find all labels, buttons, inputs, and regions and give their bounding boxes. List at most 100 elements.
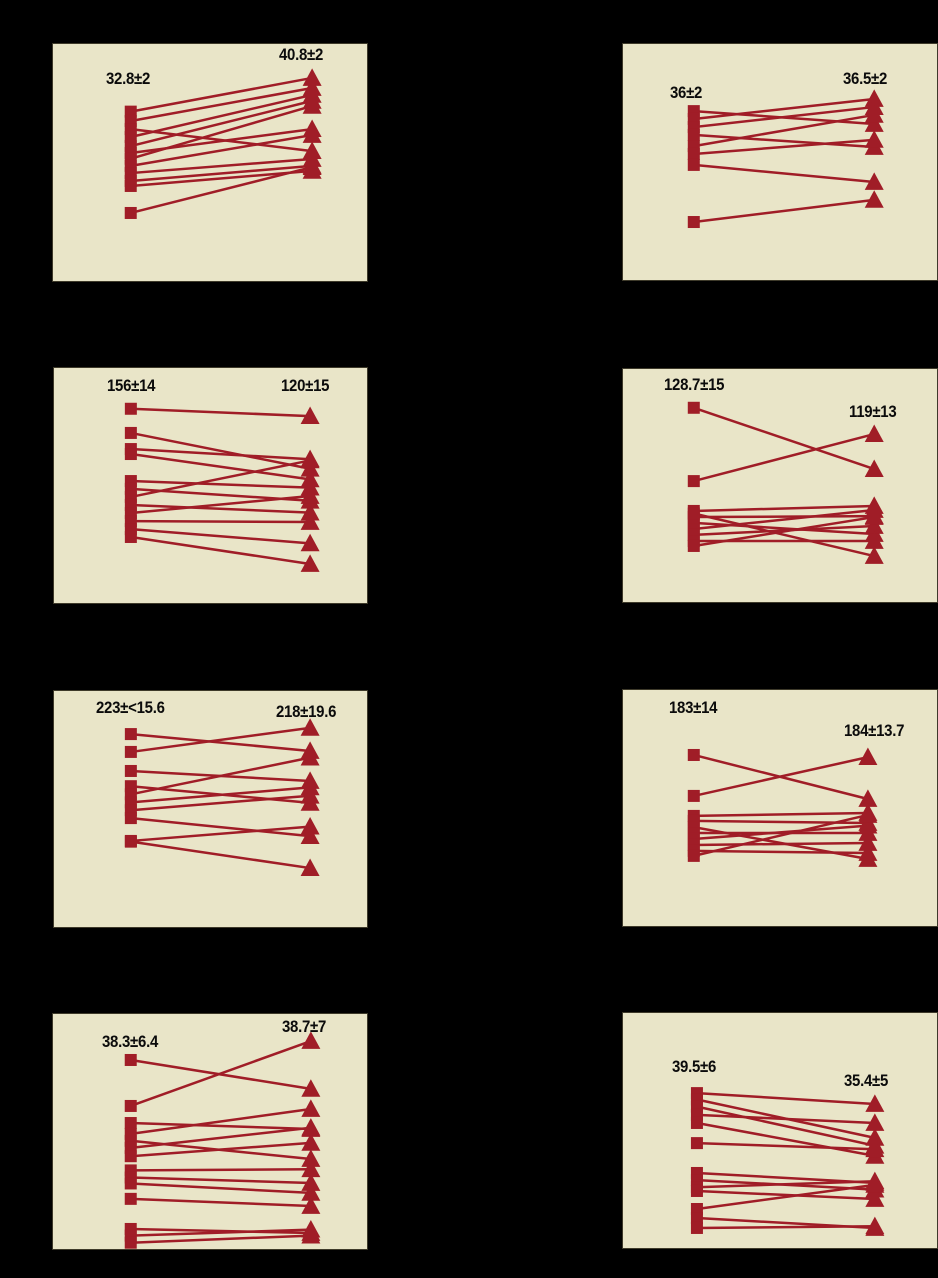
post-marker-triangle: [300, 826, 320, 845]
pair-connector-line: [130, 164, 313, 183]
pair-connector-line: [130, 133, 313, 168]
pre-marker-square: [690, 1184, 703, 1197]
pair-connector-line: [693, 811, 868, 818]
panel-4-left-mean-label: 128.7±15: [663, 374, 724, 394]
post-marker-triangle: [864, 105, 884, 123]
pair-connector-line: [130, 76, 313, 113]
pre-marker-square: [124, 812, 137, 825]
pair-connector-line: [130, 452, 311, 481]
panel-1-plot-area: 32.8±2 40.8±2: [52, 43, 368, 282]
pre-marker-square: [690, 1137, 703, 1150]
pre-marker-square: [124, 1229, 137, 1242]
post-marker-triangle: [300, 502, 320, 521]
pre-marker-square: [124, 530, 137, 543]
pre-marker-square: [687, 128, 700, 141]
pair-connector-line: [130, 1228, 311, 1237]
post-marker-triangle: [865, 1175, 885, 1193]
pair-connector-line: [130, 726, 311, 754]
pre-marker-square: [124, 1177, 137, 1190]
panel-3-plot-area: 156±14 120±15: [53, 367, 368, 604]
pair-connector-line: [693, 163, 875, 184]
pair-connector-line: [130, 1234, 311, 1244]
pair-connector-line: [130, 169, 313, 188]
pre-marker-square: [124, 206, 137, 219]
pre-marker-square: [124, 123, 137, 136]
pair-connector-line: [130, 786, 311, 804]
panel-1-left-mean-label: 32.8±2: [106, 69, 151, 89]
pair-connector-line: [696, 1183, 876, 1211]
pair-connector-line: [693, 138, 875, 156]
pre-marker-square: [690, 1116, 703, 1129]
pair-connector-line: [130, 756, 311, 796]
pair-connector-line: [693, 515, 875, 548]
panel-2-right-mean-label: 36.5±2: [842, 68, 887, 88]
post-marker-triangle: [301, 1196, 321, 1214]
pair-connector-line: [693, 432, 875, 483]
pair-connector-line: [696, 1121, 876, 1158]
post-marker-triangle: [301, 1173, 321, 1191]
pair-connector-line: [130, 825, 311, 843]
pair-connector-line: [693, 198, 875, 224]
pair-connector-line: [693, 849, 868, 855]
pair-connector-line: [130, 99, 313, 148]
post-marker-triangle: [300, 718, 320, 736]
panel-7-left-mean-label: 38.3±6.4: [101, 1031, 158, 1051]
post-marker-triangle: [864, 531, 884, 549]
post-marker-triangle: [300, 406, 320, 424]
post-marker-triangle: [301, 1225, 321, 1244]
post-marker-triangle: [302, 96, 322, 114]
pair-connector-line: [693, 113, 875, 148]
pair-connector-line: [130, 479, 311, 489]
post-marker-triangle: [864, 516, 884, 534]
pair-connector-line: [693, 504, 875, 513]
panel-3-right-mean-label: 120±15: [280, 376, 330, 396]
pre-marker-square: [124, 728, 137, 741]
post-marker-triangle: [300, 512, 320, 530]
pair-connector-line: [130, 494, 311, 515]
pre-marker-square: [124, 835, 137, 848]
pair-connector-line: [130, 447, 311, 461]
pair-connector-line: [130, 1197, 311, 1208]
post-marker-triangle: [858, 833, 878, 851]
panel-8-left-mean-label: 39.5±6: [671, 1056, 716, 1076]
pair-connector-line: [130, 431, 311, 470]
pair-connector-line: [130, 1141, 311, 1158]
pre-marker-square: [124, 1053, 137, 1066]
panel-5-left-mean-label: 223±<15.6: [96, 698, 165, 718]
pre-marker-square: [687, 158, 700, 171]
pre-marker-square: [124, 426, 137, 439]
pre-marker-square: [687, 789, 700, 802]
panel-1-right-mean-label: 40.8±2: [279, 44, 324, 64]
pre-marker-square: [687, 748, 700, 761]
pair-connector-line: [130, 1039, 312, 1108]
pre-marker-square: [124, 167, 137, 180]
pre-marker-square: [124, 764, 137, 777]
pair-connector-line: [696, 1141, 875, 1151]
pre-marker-square: [124, 1141, 137, 1154]
pre-marker-square: [690, 1212, 703, 1225]
post-marker-triangle: [301, 1031, 321, 1049]
pre-marker-square: [124, 1099, 137, 1112]
panel-7-plot-area: 38.3±6.4 38.7±7: [52, 1013, 368, 1250]
pair-connector-line: [696, 1189, 875, 1201]
pair-connector-line: [130, 86, 313, 123]
pre-marker-square: [124, 402, 137, 415]
pre-marker-square: [687, 849, 700, 862]
pair-connector-line: [693, 105, 875, 129]
pre-marker-square: [124, 105, 137, 118]
pair-connector-line: [130, 1126, 311, 1150]
pair-connector-line: [693, 512, 875, 558]
pre-marker-square: [687, 475, 700, 488]
panel-4-plot-area: 128.7±15 119±13: [622, 368, 938, 603]
post-marker-triangle: [858, 789, 878, 807]
pair-connector-line: [693, 824, 868, 841]
panel-8-plot-area: 39.5±6 35.4±5: [622, 1012, 938, 1249]
pair-connector-line: [130, 503, 311, 514]
pre-marker-square: [124, 130, 137, 143]
post-marker-triangle: [302, 125, 322, 143]
post-marker-triangle: [865, 1139, 885, 1158]
panel-2-left-mean-label: 36±2: [670, 83, 703, 103]
panel-7-slope-chart: [124, 1031, 321, 1249]
